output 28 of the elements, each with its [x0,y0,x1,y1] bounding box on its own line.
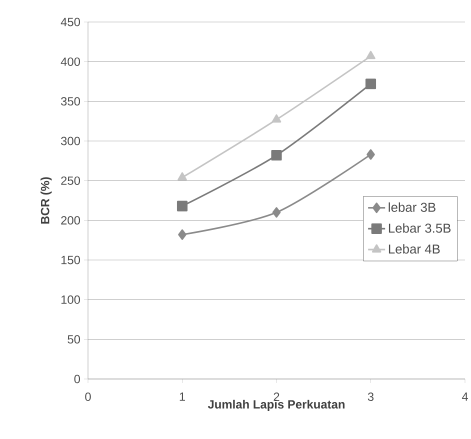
y-tick-label: 150 [61,256,80,264]
y-tick-label: 400 [60,57,80,66]
legend-label: Lebar 4B [388,244,440,254]
point [366,149,375,160]
y-axis-title: BCR (%) [40,177,52,224]
x-tick-label: 0 [85,392,91,401]
x-axis-title: Jumlah Lapis Perkuatan [208,400,345,411]
y-tick-label: 200 [61,216,80,225]
point [271,150,282,161]
y-tick-label: 350 [60,97,80,106]
y-tick-label: 50 [68,335,80,344]
x-tick-label: 4 [462,392,468,401]
x-tick-label: 3 [368,392,374,401]
point [366,50,376,60]
legend-label: lebar 3B [388,202,436,212]
legend-label: Lebar 3.5B [388,223,451,233]
x-tick-label: 1 [180,392,185,401]
y-tick-label: 0 [74,374,80,384]
point [176,200,188,212]
point [365,78,376,90]
y-tick-label: 250 [61,176,80,185]
y-tick-label: 450 [60,18,80,26]
point [178,229,186,240]
y-tick-label: 100 [61,295,80,304]
point [272,207,281,218]
point [178,172,187,181]
point [272,114,282,123]
y-tick-label: 300 [60,136,80,146]
